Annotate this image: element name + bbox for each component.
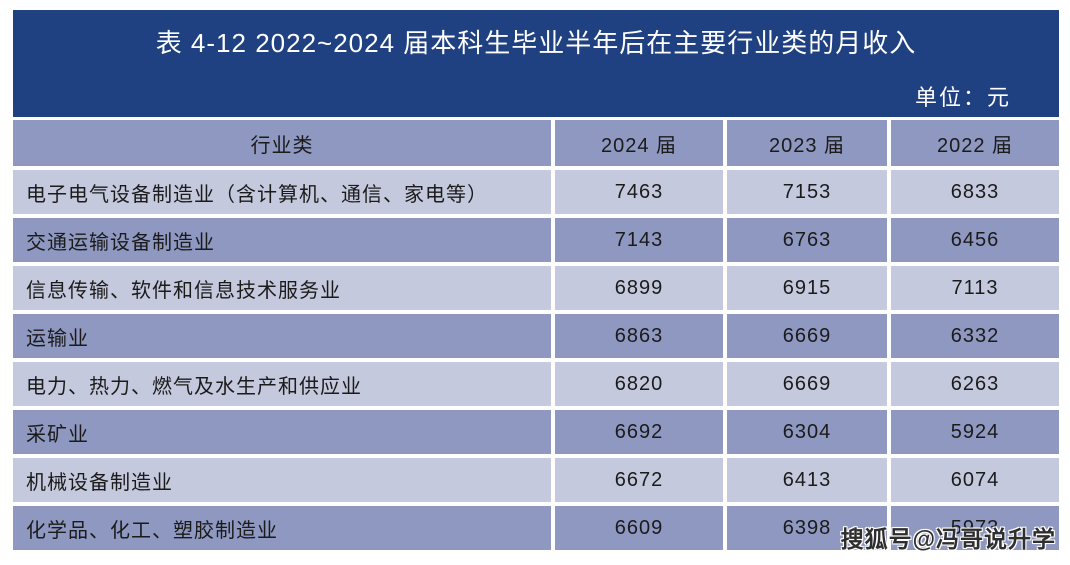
col-header-2024: 2024 届	[555, 120, 723, 166]
income-table-card: 表 4-12 2022~2024 届本科生毕业半年后在主要行业类的月收入 单位：…	[13, 10, 1059, 554]
industry-cell: 电子电气设备制造业（含计算机、通信、家电等）	[13, 170, 551, 214]
value-cell-2022: 6074	[891, 458, 1059, 502]
value-cell-2024: 6609	[555, 506, 723, 550]
value-cell-2024: 7463	[555, 170, 723, 214]
table-row: 采矿业 6692 6304 5924	[13, 410, 1059, 454]
table-row: 信息传输、软件和信息技术服务业 6899 6915 7113	[13, 266, 1059, 310]
income-table: 行业类 2024 届 2023 届 2022 届 电子电气设备制造业（含计算机、…	[13, 120, 1059, 550]
value-cell-2023: 6398	[727, 506, 887, 550]
table-row: 化学品、化工、塑胶制造业 6609 6398 5973	[13, 506, 1059, 550]
value-cell-2023: 6669	[727, 362, 887, 406]
industry-cell: 化学品、化工、塑胶制造业	[13, 506, 551, 550]
value-cell-2022: 6833	[891, 170, 1059, 214]
value-cell-2022: 5924	[891, 410, 1059, 454]
value-cell-2023: 6915	[727, 266, 887, 310]
table-row: 交通运输设备制造业 7143 6763 6456	[13, 218, 1059, 262]
value-cell-2023: 7153	[727, 170, 887, 214]
value-cell-2023: 6763	[727, 218, 887, 262]
value-cell-2024: 6672	[555, 458, 723, 502]
industry-cell: 信息传输、软件和信息技术服务业	[13, 266, 551, 310]
value-cell-2023: 6413	[727, 458, 887, 502]
value-cell-2024: 6863	[555, 314, 723, 358]
unit-label: 单位：元	[914, 85, 1011, 110]
table-title-band: 表 4-12 2022~2024 届本科生毕业半年后在主要行业类的月收入 单位：…	[13, 10, 1059, 117]
value-cell-2022: 5973	[891, 506, 1059, 550]
col-header-industry: 行业类	[13, 120, 551, 166]
value-cell-2022: 6332	[891, 314, 1059, 358]
table-header-row: 行业类 2024 届 2023 届 2022 届	[13, 120, 1059, 166]
value-cell-2022: 6263	[891, 362, 1059, 406]
table-row: 运输业 6863 6669 6332	[13, 314, 1059, 358]
industry-cell: 机械设备制造业	[13, 458, 551, 502]
table-title: 表 4-12 2022~2024 届本科生毕业半年后在主要行业类的月收入	[155, 28, 917, 58]
industry-cell: 运输业	[13, 314, 551, 358]
table-row: 机械设备制造业 6672 6413 6074	[13, 458, 1059, 502]
value-cell-2024: 6899	[555, 266, 723, 310]
col-header-2022: 2022 届	[891, 120, 1059, 166]
value-cell-2022: 6456	[891, 218, 1059, 262]
industry-cell: 电力、热力、燃气及水生产和供应业	[13, 362, 551, 406]
table-row: 电力、热力、燃气及水生产和供应业 6820 6669 6263	[13, 362, 1059, 406]
value-cell-2023: 6304	[727, 410, 887, 454]
industry-cell: 交通运输设备制造业	[13, 218, 551, 262]
value-cell-2024: 6820	[555, 362, 723, 406]
value-cell-2023: 6669	[727, 314, 887, 358]
value-cell-2024: 7143	[555, 218, 723, 262]
value-cell-2024: 6692	[555, 410, 723, 454]
col-header-2023: 2023 届	[727, 120, 887, 166]
watermark: 搜狐号@冯哥说升学	[840, 526, 1056, 552]
industry-cell: 采矿业	[13, 410, 551, 454]
value-cell-2022: 7113	[891, 266, 1059, 310]
table-row: 电子电气设备制造业（含计算机、通信、家电等） 7463 7153 6833	[13, 170, 1059, 214]
